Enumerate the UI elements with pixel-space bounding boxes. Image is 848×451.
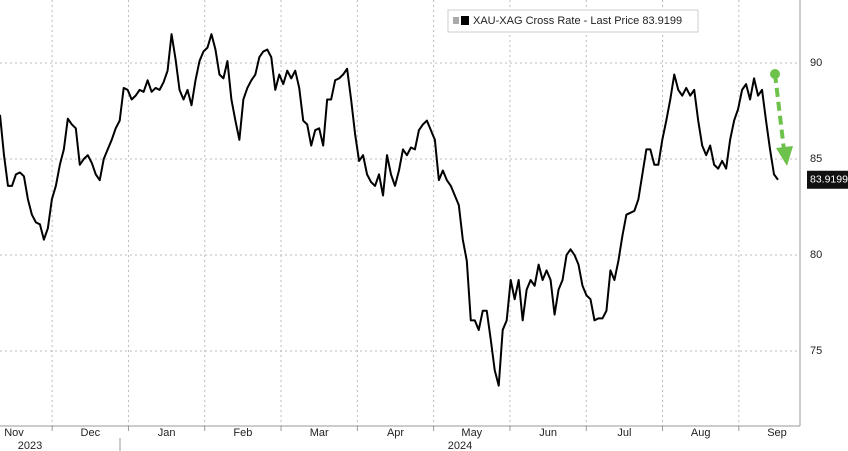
y-tick-label: 75 <box>810 345 822 357</box>
x-tick-label: May <box>461 427 482 439</box>
x-tick-label: Feb <box>233 427 252 439</box>
y-tick-label: 85 <box>810 153 822 165</box>
legend-label: XAU-XAG Cross Rate - Last Price 83.9199 <box>473 15 682 27</box>
arrow-head <box>776 146 793 166</box>
legend-icon <box>453 17 459 24</box>
last-price-label: 83.9199 <box>810 174 848 186</box>
price-line <box>0 33 779 387</box>
x-tick-label: Apr <box>387 427 404 439</box>
last-price-tag <box>807 170 848 189</box>
x-tick-label: Mar <box>310 427 329 439</box>
x-tick-label: Nov <box>4 427 24 439</box>
year-label: 2024 <box>448 440 472 451</box>
legend-swatch <box>461 16 469 25</box>
x-tick-label: Sep <box>767 427 787 439</box>
y-tick-label: 80 <box>810 249 822 261</box>
legend-box <box>447 9 699 33</box>
arrow-line <box>773 73 786 151</box>
x-tick-label: Jan <box>158 427 176 439</box>
year-label: 2023 <box>18 440 42 451</box>
x-tick-label: Dec <box>81 427 101 439</box>
x-tick-label: Jun <box>539 427 557 439</box>
x-tick-label: Aug <box>691 427 711 439</box>
legend: XAU-XAG Cross Rate - Last Price 83.9199 <box>447 9 699 33</box>
x-tick-label: Jul <box>617 427 631 439</box>
annotation-arrow <box>770 69 793 166</box>
y-tick-label: 90 <box>810 57 822 69</box>
